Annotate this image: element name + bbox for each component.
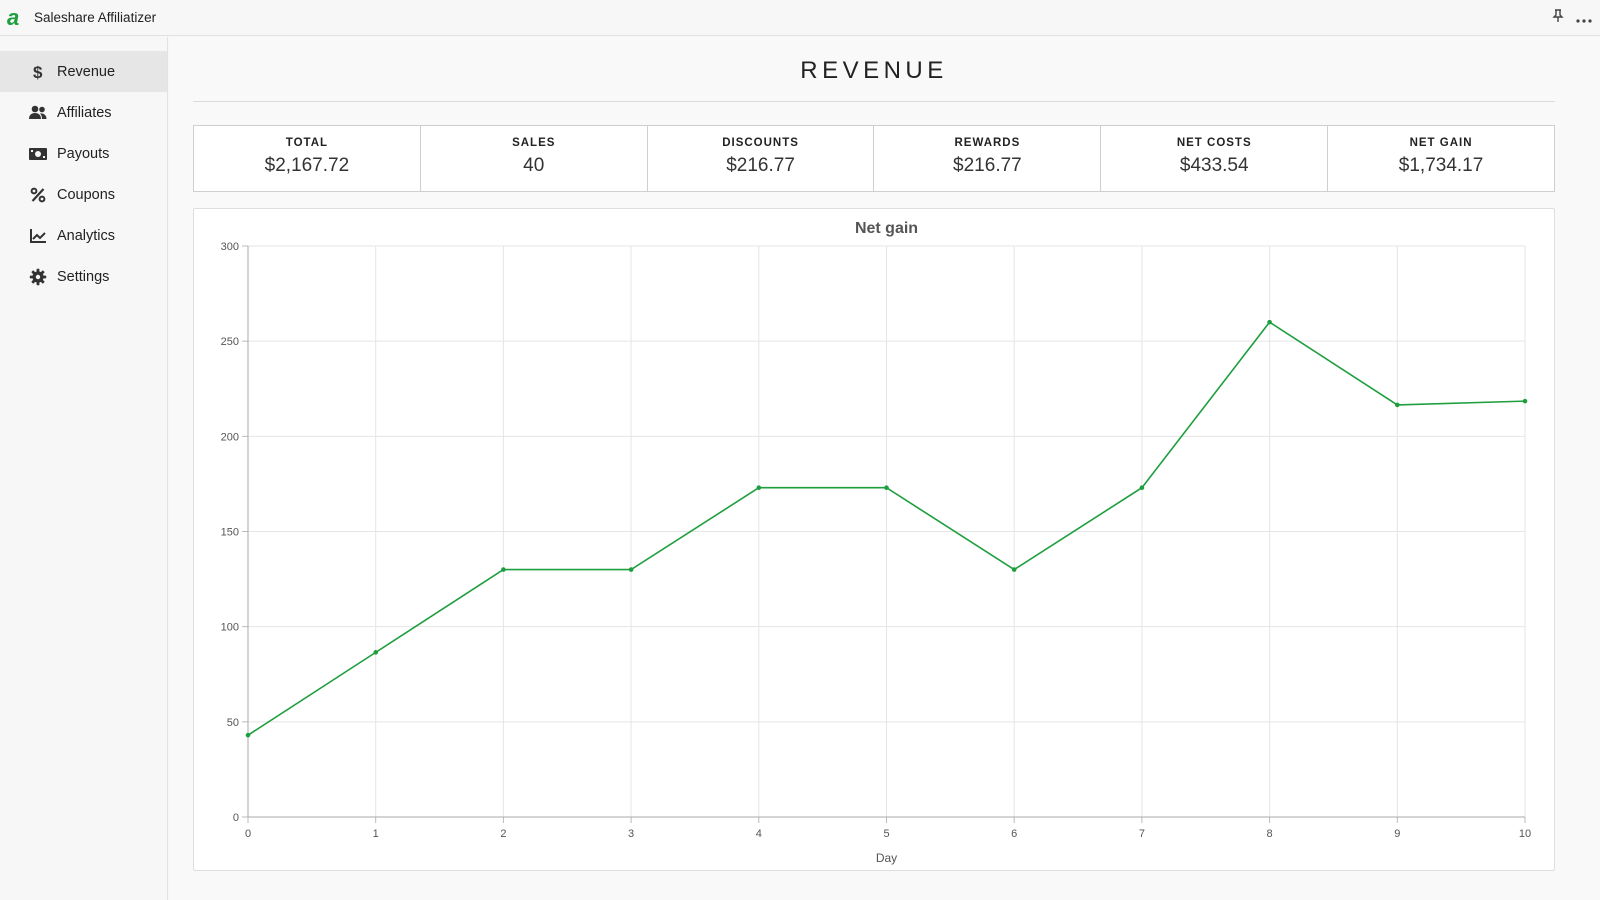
stat-total: TOTAL $2,167.72	[194, 126, 421, 191]
data-point	[1139, 485, 1145, 491]
sidebar-item-label: Revenue	[57, 63, 116, 80]
gear-icon	[28, 268, 48, 286]
stats-bar: TOTAL $2,167.72 SALES 40 DISCOUNTS $216.…	[193, 125, 1555, 192]
sidebar-item-label: Settings	[57, 268, 110, 285]
sidebar-item-revenue[interactable]: $ Revenue	[0, 51, 167, 92]
page-title: REVENUE	[193, 57, 1555, 102]
sidebar-item-analytics[interactable]: Analytics	[0, 215, 167, 256]
dollar-icon: $	[28, 63, 48, 81]
stat-label: NET GAIN	[1409, 137, 1473, 149]
sidebar-item-coupons[interactable]: Coupons	[0, 174, 167, 215]
x-tick-label: 8	[1267, 828, 1273, 840]
data-point	[1522, 398, 1528, 404]
data-point	[756, 485, 762, 491]
x-axis-label: Day	[876, 851, 897, 865]
stat-label: TOTAL	[285, 137, 329, 149]
sidebar-item-label: Coupons	[57, 186, 116, 203]
chart-icon	[28, 227, 48, 245]
stat-value: 40	[523, 155, 545, 176]
sidebar-item-payouts[interactable]: Payouts	[0, 133, 167, 174]
data-point	[1011, 567, 1017, 572]
stat-label: DISCOUNTS	[722, 137, 799, 149]
stat-value: $433.54	[1179, 155, 1249, 176]
y-tick-label: 250	[221, 336, 239, 348]
stat-value: $216.77	[953, 155, 1022, 176]
sidebar-item-label: Affiliates	[57, 104, 112, 121]
x-tick-label: 7	[1139, 828, 1145, 840]
stat-rewards: REWARDS $216.77	[874, 126, 1102, 191]
stat-net-costs: NET COSTS $433.54	[1101, 126, 1329, 191]
main-content: REVENUE TOTAL $2,167.72 SALES 40 DISCOUN…	[169, 37, 1600, 900]
app-logo: a	[7, 8, 25, 28]
y-tick-label: 0	[233, 812, 239, 824]
data-point	[1267, 319, 1272, 325]
y-tick-label: 50	[227, 717, 239, 729]
x-tick-label: 10	[1519, 828, 1531, 840]
pin-icon[interactable]	[1552, 9, 1564, 27]
x-tick-label: 2	[500, 828, 506, 840]
y-tick-label: 200	[221, 431, 239, 443]
svg-text:$: $	[33, 63, 43, 81]
percent-icon	[28, 186, 48, 204]
stat-value: $216.77	[726, 155, 795, 176]
x-tick-label: 0	[245, 828, 251, 840]
data-point	[1395, 402, 1400, 408]
chart-title: Net gain	[855, 220, 918, 237]
stat-discounts: DISCOUNTS $216.77	[648, 126, 875, 191]
sidebar: $ Revenue Affiliates Payouts Coupons Ana…	[0, 37, 168, 900]
top-bar: a Saleshare Affiliatizer	[0, 0, 1600, 36]
more-icon[interactable]	[1576, 10, 1592, 27]
sidebar-item-affiliates[interactable]: Affiliates	[0, 92, 167, 133]
y-tick-label: 300	[221, 241, 239, 253]
x-tick-label: 9	[1394, 828, 1400, 840]
stat-net-gain: NET GAIN $1,734.17	[1328, 126, 1554, 191]
data-point	[884, 485, 889, 491]
money-icon	[28, 145, 48, 163]
svg-text:a: a	[7, 8, 19, 28]
x-tick-label: 3	[628, 828, 634, 840]
x-tick-label: 4	[756, 828, 762, 840]
data-point	[245, 732, 251, 738]
sidebar-item-label: Analytics	[57, 227, 116, 244]
app-title: Saleshare Affiliatizer	[34, 10, 157, 25]
users-icon	[28, 104, 48, 122]
y-tick-label: 150	[221, 527, 239, 539]
data-point	[628, 567, 634, 572]
sidebar-item-settings[interactable]: Settings	[0, 256, 167, 297]
y-tick-label: 100	[221, 622, 239, 634]
sidebar-item-label: Payouts	[57, 145, 110, 162]
data-point	[373, 650, 378, 655]
stat-sales: SALES 40	[421, 126, 648, 191]
stat-value: $1,734.17	[1398, 155, 1484, 176]
net-gain-chart-card: Net gain 0 50 100 150 200 250 300 0 1 2 3 4 5 6 7 8 9 10 Da…	[193, 208, 1555, 871]
net-gain-chart: Net gain 0 50 100 150 200 250 300 0 1 2 3 4 5 6 7 8 9 10 Da…	[221, 220, 1531, 865]
stat-label: REWARDS	[954, 137, 1021, 149]
x-tick-label: 5	[883, 828, 889, 840]
x-tick-label: 6	[1011, 828, 1017, 840]
x-tick-label: 1	[373, 828, 379, 840]
data-point	[501, 567, 506, 572]
stat-label: SALES	[512, 137, 556, 149]
stat-label: NET COSTS	[1176, 137, 1252, 149]
stat-value: $2,167.72	[264, 155, 350, 176]
